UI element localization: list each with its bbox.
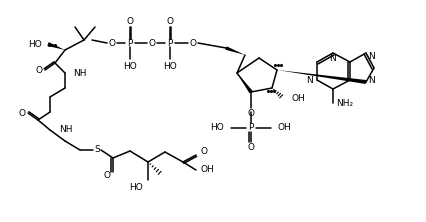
Polygon shape bbox=[225, 46, 245, 55]
Polygon shape bbox=[236, 73, 252, 93]
Text: N: N bbox=[368, 75, 374, 85]
Text: O: O bbox=[18, 109, 26, 117]
Text: NH: NH bbox=[73, 69, 86, 77]
Text: O: O bbox=[35, 65, 43, 75]
Text: HO: HO bbox=[28, 40, 42, 48]
Text: OH: OH bbox=[291, 93, 305, 103]
Text: OH: OH bbox=[277, 123, 291, 133]
Text: O: O bbox=[201, 147, 207, 157]
Text: HO: HO bbox=[163, 61, 176, 71]
Text: HO: HO bbox=[129, 182, 143, 192]
Text: O: O bbox=[103, 170, 110, 180]
Text: P: P bbox=[167, 38, 172, 48]
Text: O: O bbox=[126, 16, 133, 26]
Text: P: P bbox=[248, 123, 253, 133]
Text: NH: NH bbox=[59, 125, 72, 135]
Polygon shape bbox=[276, 70, 366, 84]
Text: N: N bbox=[368, 52, 374, 61]
Text: O: O bbox=[247, 109, 254, 117]
Text: O: O bbox=[247, 143, 254, 153]
Text: O: O bbox=[166, 16, 173, 26]
Text: HO: HO bbox=[123, 61, 137, 71]
Text: P: P bbox=[127, 38, 132, 48]
Text: O: O bbox=[189, 38, 196, 48]
Text: N: N bbox=[306, 75, 313, 85]
Polygon shape bbox=[47, 42, 65, 50]
Text: NH₂: NH₂ bbox=[335, 99, 352, 107]
Text: HO: HO bbox=[210, 123, 224, 133]
Text: OH: OH bbox=[201, 165, 214, 174]
Text: S: S bbox=[94, 145, 100, 155]
Text: N: N bbox=[329, 54, 336, 63]
Text: O: O bbox=[148, 38, 155, 48]
Text: O: O bbox=[108, 38, 115, 48]
